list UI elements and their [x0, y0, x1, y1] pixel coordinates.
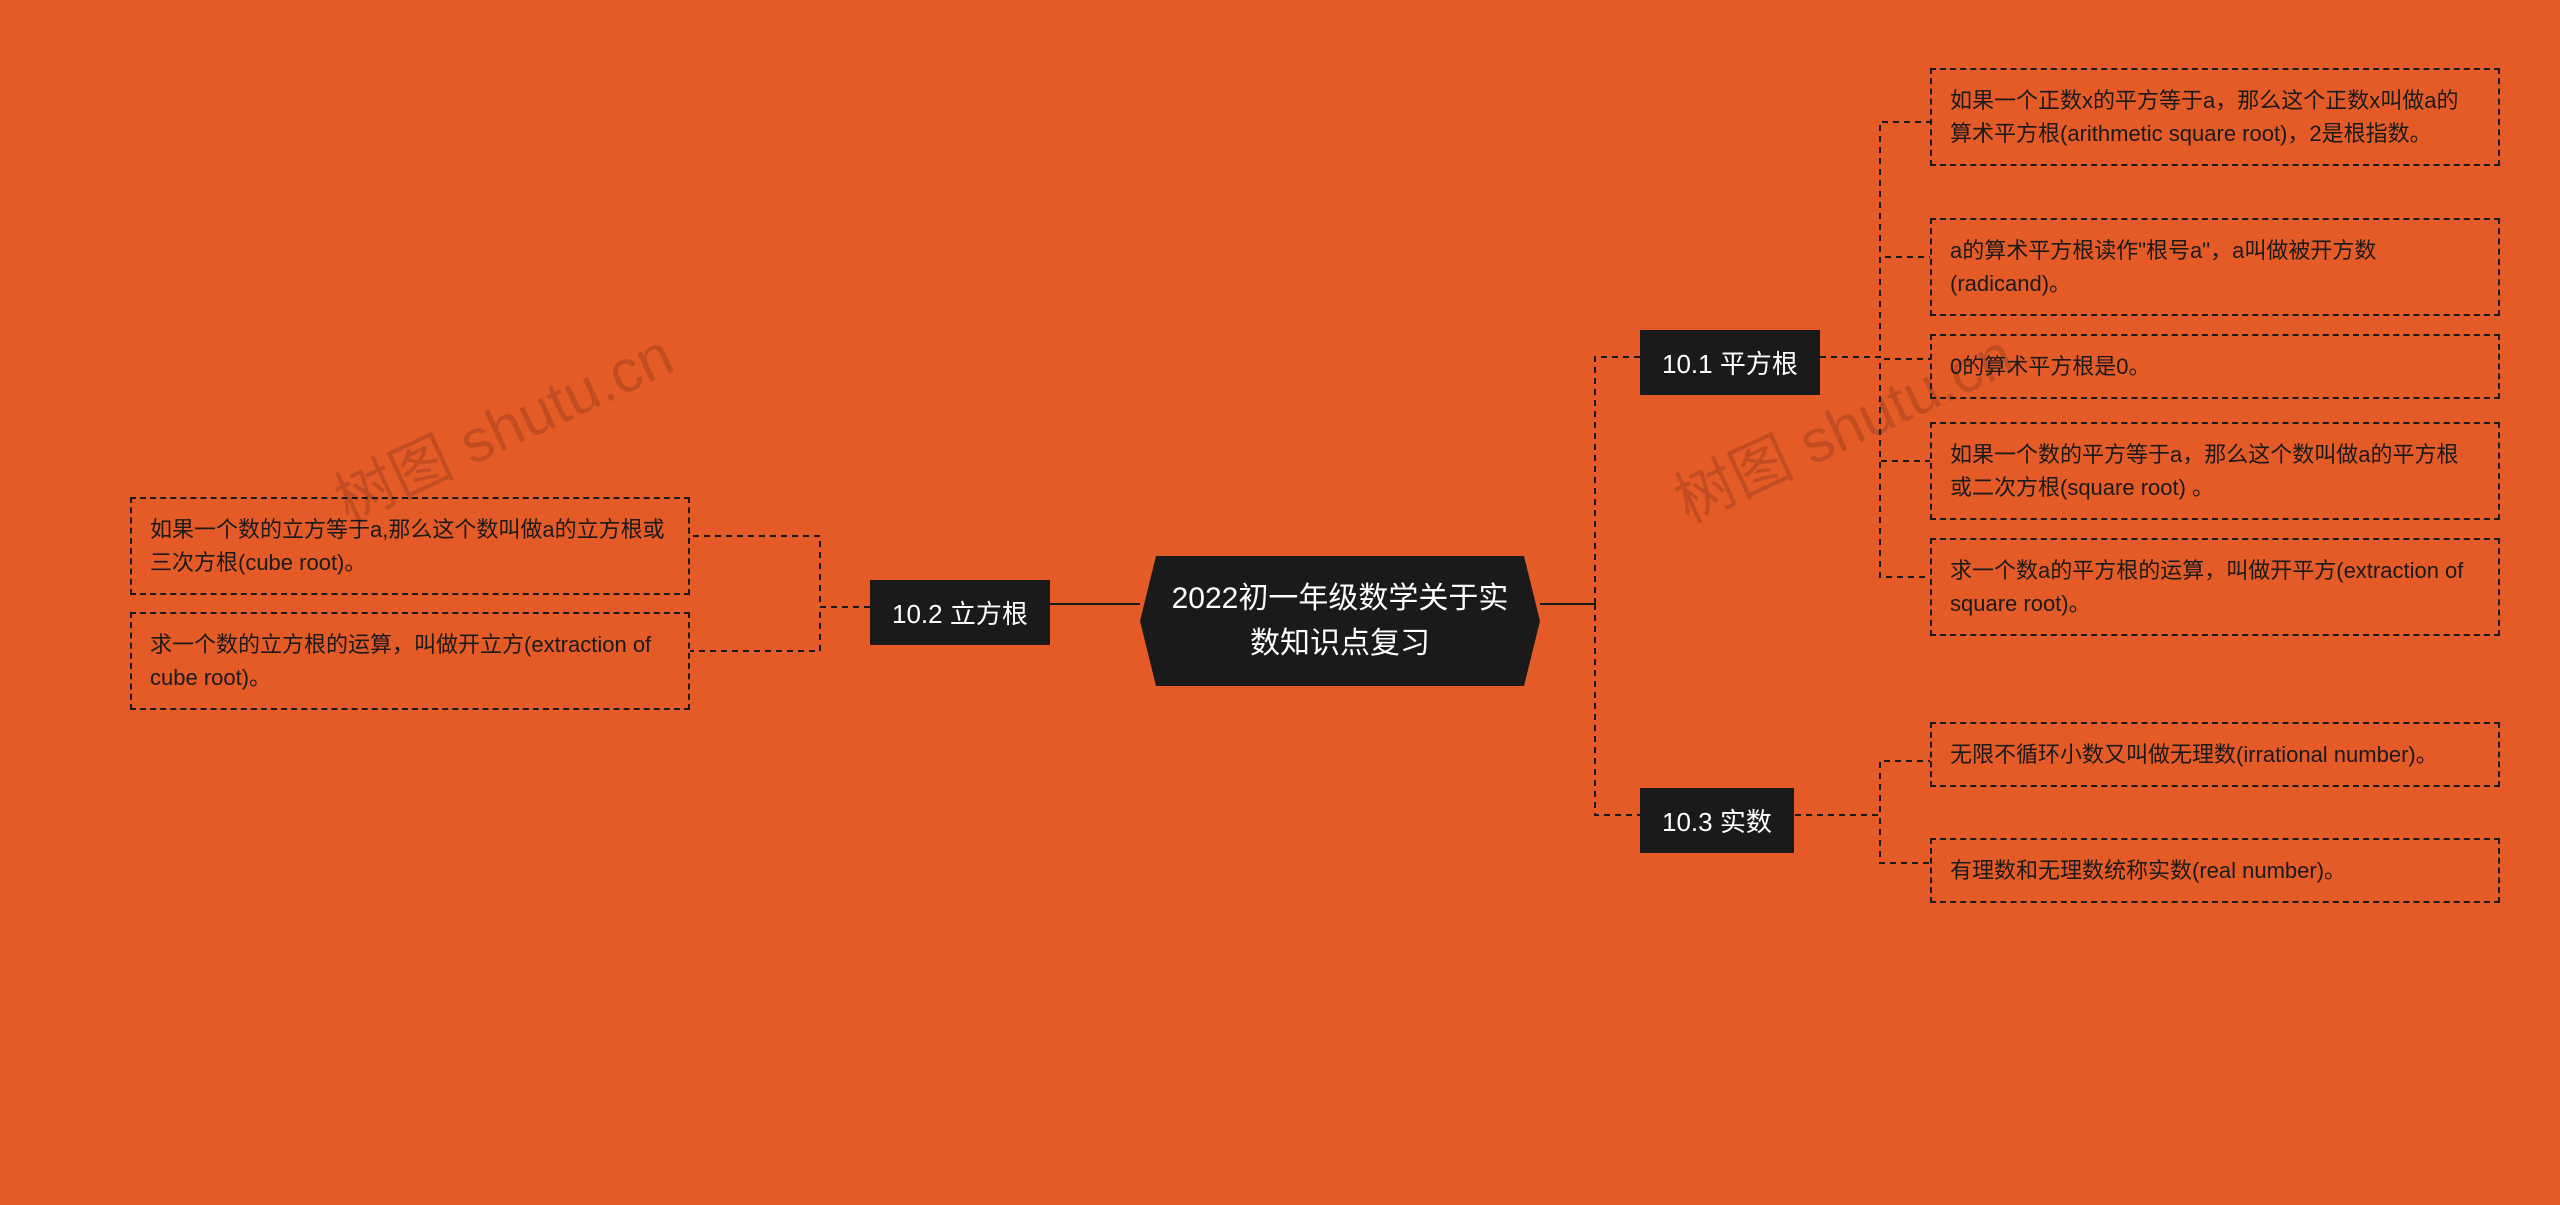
leaf-arithmetic-sqrt: 如果一个正数x的平方等于a，那么这个正数x叫做a的算术平方根(arithmeti…: [1930, 68, 2500, 166]
leaf-real-number: 有理数和无理数统称实数(real number)。: [1930, 838, 2500, 903]
leaf-square-root-def: 如果一个数的平方等于a，那么这个数叫做a的平方根或二次方根(square roo…: [1930, 422, 2500, 520]
branch-cube-root[interactable]: 10.2 立方根: [870, 580, 1050, 645]
leaf-cube-root-def: 如果一个数的立方等于a,那么这个数叫做a的立方根或三次方根(cube root)…: [130, 497, 690, 595]
leaf-cube-root-extraction: 求一个数的立方根的运算，叫做开立方(extraction of cube roo…: [130, 612, 690, 710]
branch-real-number[interactable]: 10.3 实数: [1640, 788, 1794, 853]
leaf-zero-sqrt: 0的算术平方根是0。: [1930, 334, 2500, 399]
leaf-radicand: a的算术平方根读作"根号a"，a叫做被开方数(radicand)。: [1930, 218, 2500, 316]
leaf-irrational: 无限不循环小数又叫做无理数(irrational number)。: [1930, 722, 2500, 787]
leaf-extraction-sqrt: 求一个数a的平方根的运算，叫做开平方(extraction of square …: [1930, 538, 2500, 636]
branch-square-root[interactable]: 10.1 平方根: [1640, 330, 1820, 395]
root-node[interactable]: 2022初一年级数学关于实数知识点复习: [1140, 556, 1540, 686]
